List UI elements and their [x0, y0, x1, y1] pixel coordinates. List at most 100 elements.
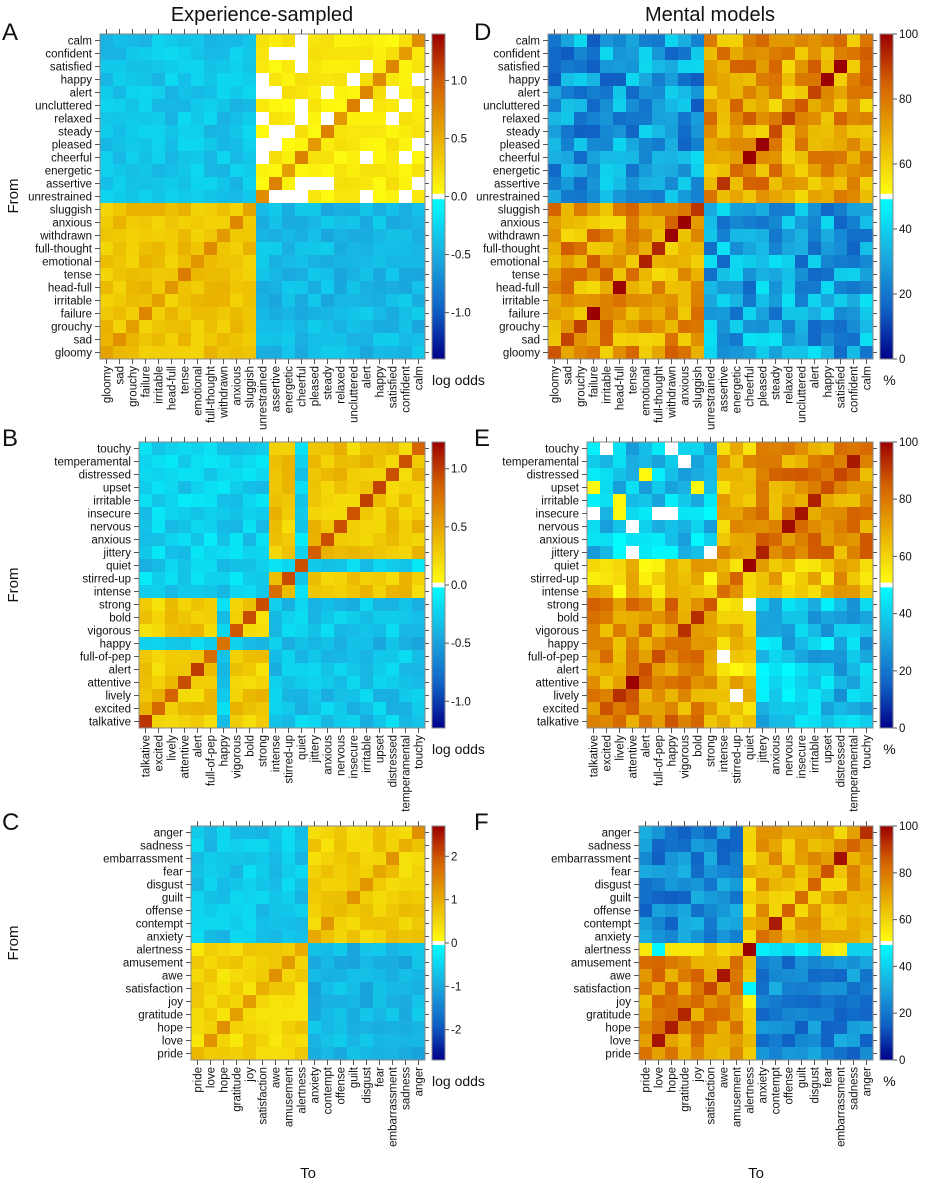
heatmap-cell — [782, 177, 796, 191]
heatmap-cell — [821, 99, 835, 113]
heatmap-cell — [808, 917, 822, 931]
heatmap-cell — [139, 229, 153, 243]
colorbar-swatch — [880, 585, 893, 588]
heatmap-cell — [139, 112, 153, 126]
colorbar-swatch — [432, 82, 445, 86]
heatmap-cell — [691, 520, 705, 534]
heatmap-cell — [600, 190, 614, 204]
heatmap-cell — [639, 242, 653, 256]
heatmap-cell — [191, 86, 205, 100]
colorbar-swatch — [432, 104, 445, 108]
heatmap-cell — [652, 917, 666, 931]
heatmap-cell — [808, 346, 822, 360]
col-label: steady — [323, 366, 335, 400]
colorbar-swatch — [880, 716, 893, 719]
colorbar-swatch — [880, 687, 893, 691]
heatmap-cell — [191, 138, 205, 152]
heatmap-cell — [230, 520, 244, 534]
heatmap-cell — [795, 34, 809, 48]
heatmap-cell — [139, 676, 153, 690]
colorbar-swatch — [432, 150, 445, 154]
heatmap-cell — [243, 624, 257, 638]
heatmap-cell — [178, 294, 192, 308]
heatmap-cell — [821, 598, 835, 612]
heatmap-cell — [821, 702, 835, 716]
heatmap-cell — [639, 598, 653, 612]
col-label: unrestrained — [706, 366, 718, 430]
colorbar-swatch — [880, 494, 893, 498]
colorbar-swatch — [432, 523, 445, 526]
colorbar-swatch — [880, 77, 893, 81]
colorbar-swatch — [432, 861, 445, 864]
heatmap-cell — [743, 268, 757, 282]
colorbar-swatch — [432, 283, 445, 287]
row-label: alert — [557, 665, 580, 677]
heatmap-cell — [399, 307, 413, 321]
heatmap-cell — [626, 715, 640, 729]
heatmap-cell — [639, 190, 653, 204]
colorbar-swatch — [880, 126, 893, 130]
heatmap-cell — [295, 585, 309, 599]
heatmap-cell — [360, 203, 374, 217]
colorbar-swatch — [432, 525, 445, 529]
heatmap-cell — [691, 1008, 705, 1022]
heatmap-cell — [691, 346, 705, 360]
heatmap-cell — [113, 99, 127, 113]
heatmap-cell — [665, 494, 679, 508]
row-label: sadness — [140, 841, 183, 853]
row-label: strong — [99, 600, 131, 612]
heatmap-cell — [373, 995, 387, 1009]
heatmap-cell — [178, 715, 192, 729]
heatmap-cell — [678, 826, 692, 840]
heatmap-cell — [178, 585, 192, 599]
colorbar-swatch — [880, 82, 893, 86]
heatmap-cell — [152, 73, 166, 87]
heatmap-cell — [399, 112, 413, 126]
colorbar-swatch — [432, 713, 445, 717]
heatmap-cell — [321, 216, 335, 230]
heatmap-cell — [860, 891, 874, 905]
heatmap-cell — [256, 481, 270, 495]
heatmap-cell — [334, 917, 348, 931]
heatmap-cell — [847, 507, 861, 521]
heatmap-cell — [821, 943, 835, 957]
heatmap-cell — [230, 307, 244, 321]
heatmap-cell — [282, 507, 296, 521]
heatmap-cell — [334, 442, 348, 456]
heatmap-cell — [256, 242, 270, 256]
heatmap-cell — [386, 702, 400, 716]
heatmap-cell — [165, 559, 179, 573]
heatmap-cell — [821, 60, 835, 74]
heatmap-cell — [821, 559, 835, 573]
heatmap-cell — [717, 891, 731, 905]
heatmap-cell — [269, 60, 283, 74]
row-label: relaxed — [502, 114, 540, 126]
heatmap-cell — [399, 904, 413, 918]
heatmap-cell — [321, 676, 335, 690]
heatmap-cell — [743, 878, 757, 892]
heatmap-cell — [256, 995, 270, 1009]
heatmap-cell — [360, 346, 374, 360]
heatmap-cell — [639, 533, 653, 547]
heatmap-cell — [808, 969, 822, 983]
heatmap-cell — [178, 455, 192, 469]
colorbar-swatch — [432, 444, 445, 448]
heatmap-cell — [639, 455, 653, 469]
heatmap-cell — [178, 151, 192, 165]
colorbar-swatch — [432, 215, 445, 219]
colorbar-swatch — [432, 907, 445, 911]
colorbar-swatch — [432, 218, 445, 222]
heatmap-cell — [821, 637, 835, 651]
colorbar-swatch — [432, 900, 445, 903]
heatmap-cell — [834, 969, 848, 983]
heatmap-cell — [126, 268, 140, 282]
heatmap-cell — [561, 294, 575, 308]
heatmap-cell — [834, 982, 848, 996]
heatmap-cell — [808, 930, 822, 944]
heatmap-cell — [386, 533, 400, 547]
heatmap-cell — [678, 930, 692, 944]
heatmap-cell — [834, 930, 848, 944]
heatmap-cell — [295, 281, 309, 295]
heatmap-cell — [217, 520, 231, 534]
